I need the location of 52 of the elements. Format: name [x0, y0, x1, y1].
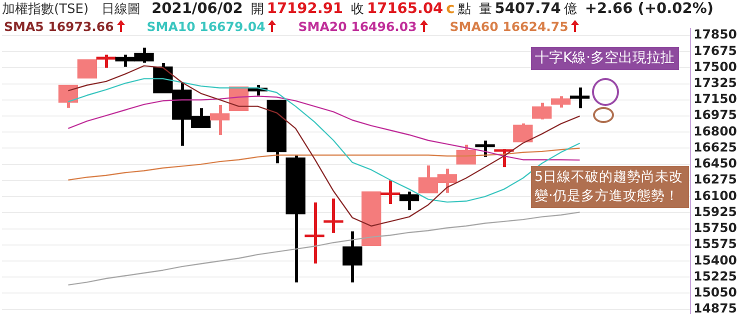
candlestick: [550, 96, 571, 108]
candlestick: [570, 88, 590, 108]
text: 開: [250, 2, 264, 17]
y-tick-label: 15225: [694, 268, 738, 284]
candlestick: [380, 180, 400, 204]
y-tick-label: 16625: [694, 139, 738, 154]
text: +2.66 (+0.02%): [584, 1, 714, 17]
text: 5407.74: [494, 1, 561, 17]
y-tick-label: 15575: [694, 236, 738, 252]
text: SMA60 16624.75: [450, 19, 568, 34]
y-tick-label: 15750: [694, 220, 738, 236]
text: 收: [351, 2, 364, 17]
text: 17165.04: [367, 1, 444, 17]
candlestick: [475, 140, 495, 157]
y-tick-label: 17325: [694, 75, 738, 90]
candlestick: [342, 231, 362, 282]
y-tick-label: 16450: [694, 156, 738, 171]
y-tick-label: 15050: [694, 284, 738, 300]
y-tick-label: 17500: [694, 58, 738, 74]
candlestick: [456, 144, 476, 165]
text: 億: [564, 2, 577, 17]
y-tick-label: 17675: [694, 42, 738, 58]
candlestick: [532, 102, 552, 120]
y-tick-label: 17850: [694, 26, 738, 42]
candlestick: [513, 123, 533, 142]
candlestick: [96, 54, 116, 68]
candlestick: [58, 84, 78, 108]
candlestick: [304, 202, 324, 264]
y-tick-label: 15400: [694, 252, 738, 268]
y-tick-label: 16800: [694, 123, 738, 138]
y-tick-label: 16275: [694, 172, 738, 187]
text: SMA20 16496.03: [298, 19, 417, 34]
candlestick: [210, 105, 230, 135]
chart-title: 加權指數(TSE): [2, 2, 89, 17]
text: SMA10 16679.04: [146, 19, 266, 34]
candlestick: [399, 192, 420, 210]
y-tick-label: 16100: [694, 188, 738, 203]
annotation: 5日線不破的趨勢尚未改變‧仍是多方進攻態勢！: [530, 166, 688, 208]
y-tick-label: 17150: [694, 91, 738, 106]
text: SMA5 16973.66: [4, 19, 114, 34]
y-tick-label: 14875: [694, 300, 738, 316]
text: 17192.91: [266, 1, 344, 17]
text: 點: [458, 2, 471, 17]
candlestick: [77, 59, 98, 79]
y-tick-label: 15925: [694, 204, 738, 219]
text: c: [446, 1, 455, 17]
y-tick-label: 16975: [694, 107, 738, 122]
text: 量: [478, 2, 492, 17]
chart-subtitle: 日線圖: [102, 2, 141, 17]
text: 2021/06/02: [152, 1, 243, 17]
candlestick: [324, 198, 344, 233]
annotation: 十字K線‧多空出現拉扯: [531, 47, 679, 70]
